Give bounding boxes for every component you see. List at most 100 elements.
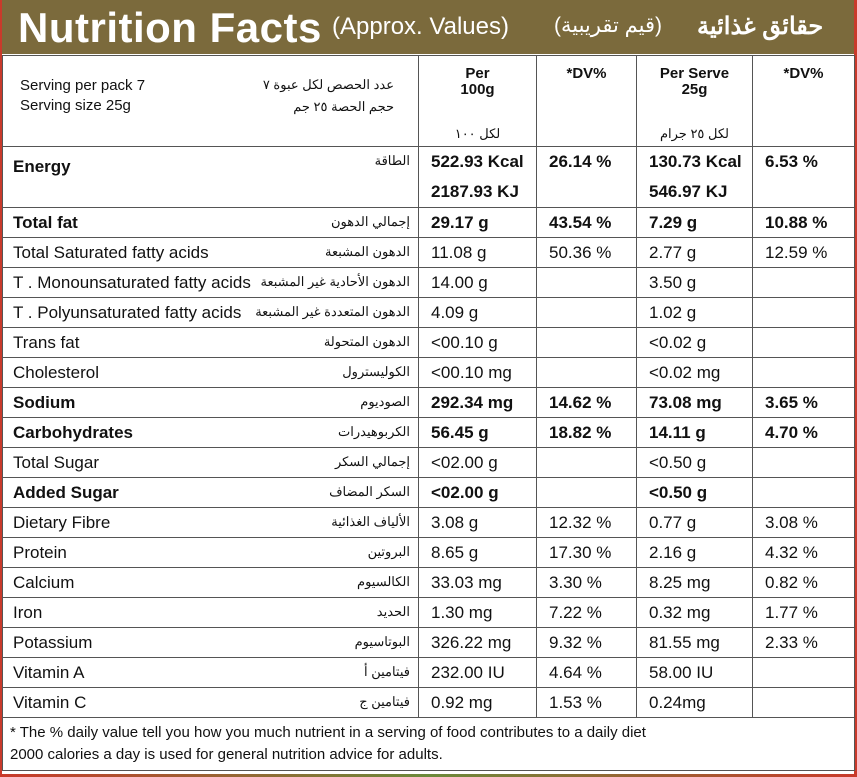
nutrient-name: Vitamin A <box>13 662 85 682</box>
per-100g-value: 3.08 g <box>418 507 537 538</box>
dv-serve-value: 10.88 % <box>752 207 855 238</box>
nutrient-name: Dietary Fibre <box>13 512 111 532</box>
table-row: T . Monounsaturated fatty acids الدهون ال… <box>2 267 855 298</box>
table-row: Total Sugar إجمالي السكر <02.00 g <0.50 g <box>2 447 855 478</box>
dv-serve-value: 6.53 % <box>752 146 855 208</box>
dv-value <box>536 327 637 358</box>
per-serve-value: <0.50 g <box>636 477 753 508</box>
col-per-100g: Per 100g لكل ١٠٠ <box>418 55 537 147</box>
nutrient-name-arabic: فيتامين أ <box>363 664 410 679</box>
table-row: Calcium الكالسيوم 33.03 mg 3.30 % 8.25 mg 0.8… <box>2 567 855 598</box>
nutrient-name: Energy <box>13 157 71 176</box>
serving-info: Serving per pack 7 Serving size 25g عدد … <box>2 55 419 147</box>
col-per-serve-line2: 25g <box>681 81 708 98</box>
nutrient-name-arabic: الصوديوم <box>360 394 410 409</box>
col-per-serve-line1: Per Serve <box>659 65 730 82</box>
per-serve-value: <0.50 g <box>636 447 753 478</box>
per-serve-value: 8.25 mg <box>636 567 753 598</box>
dv-value: 17.30 % <box>536 537 637 568</box>
table-row: Vitamin A فيتامين أ 232.00 IU 4.64 % 58.00 I… <box>2 657 855 688</box>
nutrient-name: Potassium <box>13 632 93 652</box>
footnote-line2: 2000 calories a day is used for general … <box>10 746 443 763</box>
dv-value: 50.36 % <box>536 237 637 268</box>
per-100g-value: 8.65 g <box>418 537 537 568</box>
nutrient-name-cell: Cholesterol الكوليسترول <box>2 357 419 388</box>
col-dv-serve: %DV* <box>752 55 855 147</box>
per-serve-value: 7.29 g <box>636 207 753 238</box>
dv-value: 12.32 % <box>536 507 637 538</box>
dv-value: 9.32 % <box>536 627 637 658</box>
nutrient-name: Total Saturated fatty acids <box>13 242 209 262</box>
nutrient-name-cell: Iron الحديد <box>2 597 419 628</box>
dv-serve-value: 12.59 % <box>752 237 855 268</box>
nutrient-name-cell: Carbohydrates الكربوهيدرات <box>2 417 419 448</box>
per-100g-value: <02.00 g <box>418 447 537 478</box>
nutrient-name: Calcium <box>13 572 75 592</box>
page-title: Nutrition Facts <box>18 4 322 51</box>
dv-value: 3.30 % <box>536 567 637 598</box>
nutrient-name-arabic: الدهون المتحولة <box>323 334 410 349</box>
nutrient-name: Added Sugar <box>13 482 119 502</box>
dv-value: 4.64 % <box>536 657 637 688</box>
table-row: Carbohydrates الكربوهيدرات 56.45 g 18.82 % 1… <box>2 417 855 448</box>
dv-value <box>536 297 637 328</box>
per-serve-value: 0.77 g <box>636 507 753 538</box>
dv-serve-value <box>752 297 855 328</box>
energy-kcal-serve: 130.73 Kcal <box>649 152 742 171</box>
nutrient-name-cell: Vitamin C فيتامين ج <box>2 687 419 718</box>
serving-size: Serving size 25g <box>20 97 131 114</box>
nutrient-name-cell: T . Polyunsaturated fatty acids الدهون ال… <box>2 297 419 328</box>
table-header-row: Serving per pack 7 Serving size 25g عدد … <box>2 55 855 147</box>
table-row: Sodium الصوديوم 292.34 mg 14.62 % 73.08 mg 3.… <box>2 387 855 418</box>
nutrient-name-arabic: الكربوهيدرات <box>338 424 410 439</box>
per-serve-value: 3.50 g <box>636 267 753 298</box>
table-row: T . Polyunsaturated fatty acids الدهون ال… <box>2 297 855 328</box>
serving-per-pack: Serving per pack 7 <box>20 77 146 94</box>
nutrient-name-arabic: الحديد <box>376 604 410 619</box>
dv-value: 7.22 % <box>536 597 637 628</box>
nutrient-name-arabic: فيتامين ج <box>359 694 410 709</box>
dv-serve-value <box>752 687 855 718</box>
energy-dv: 26.14 % <box>549 152 612 171</box>
per-100g-value: 29.17 g <box>418 207 537 238</box>
col-per-serve-arabic: لكل ٢٥ جرام <box>659 126 730 141</box>
dv-value: 18.82 % <box>536 417 637 448</box>
per-100g-value: <02.00 g <box>418 477 537 508</box>
col-per-serve: Per Serve 25g لكل ٢٥ جرام <box>636 55 753 147</box>
dv-serve-value: 0.82 % <box>752 567 855 598</box>
per-100g-value: 232.00 IU <box>418 657 537 688</box>
per-100g-value: 14.00 g <box>418 267 537 298</box>
table-row: Dietary Fibre الألياف الغذائية 3.08 g 12.32… <box>2 507 855 538</box>
per-100g-value: 56.45 g <box>418 417 537 448</box>
per-serve-value: 58.00 IU <box>636 657 753 688</box>
per-serve-value: 2.16 g <box>636 537 753 568</box>
dv-value <box>536 447 637 478</box>
dv-serve-value: 3.65 % <box>752 387 855 418</box>
per-100g-value: <00.10 mg <box>418 357 537 388</box>
per-100g-value: 0.92 mg <box>418 687 537 718</box>
per-100g-value: 4.09 g <box>418 297 537 328</box>
col-dv-label: %DV* <box>566 65 607 82</box>
nutrient-name: Sodium <box>13 392 76 412</box>
per-serve-value: <0.02 g <box>636 327 753 358</box>
nutrient-name-cell: Protein البروتين <box>2 537 419 568</box>
nutrient-name-arabic: السكر المضاف <box>329 484 410 499</box>
dv-serve-value: 4.32 % <box>752 537 855 568</box>
nutrient-name-arabic: الدهون المشبعة <box>325 244 410 259</box>
col-dv-serve-label: %DV* <box>783 65 824 82</box>
per-100g-value: 326.22 mg <box>418 627 537 658</box>
header-bar: Nutrition Facts (Approx. Values) (قيم تق… <box>2 0 854 54</box>
dv-serve-value <box>752 477 855 508</box>
serving-size-arabic: حجم الحصة ٢٥ جم <box>293 99 394 114</box>
footnote-row: * The % daily value tell you how you muc… <box>2 717 855 771</box>
nutrient-name-arabic: إجمالي الدهون <box>330 214 410 229</box>
nutrient-name: Iron <box>13 602 43 622</box>
nutrient-name: Vitamin C <box>13 692 87 712</box>
nutrient-name-arabic: الألياف الغذائية <box>331 514 410 529</box>
dv-serve-value <box>752 447 855 478</box>
nutrient-name-cell: Total Saturated fatty acids الدهون المشبع… <box>2 237 419 268</box>
dv-serve-value: 4.70 % <box>752 417 855 448</box>
per-100g-value: 11.08 g <box>418 237 537 268</box>
table-row: Iron الحديد 1.30 mg 7.22 % 0.32 mg 1.77 % <box>2 597 855 628</box>
table-row: Vitamin C فيتامين ج 0.92 mg 1.53 % 0.24mg <box>2 687 855 718</box>
